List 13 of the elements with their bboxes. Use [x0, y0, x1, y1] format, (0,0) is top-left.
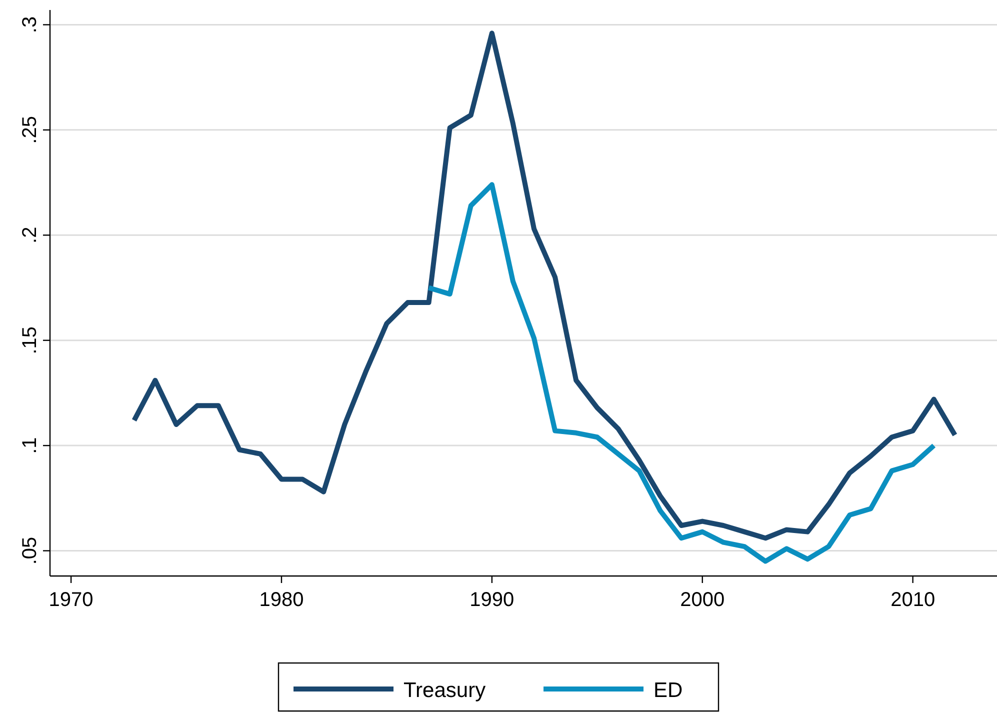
y-tick-label: .1 [19, 437, 41, 454]
y-tick-label: .3 [19, 16, 41, 34]
legend-label: ED [654, 679, 683, 702]
x-tick-label: 2010 [890, 589, 936, 611]
x-tick-label: 1980 [259, 589, 304, 611]
x-tick-label: 1970 [48, 589, 94, 611]
y-tick-label: .05 [19, 536, 41, 565]
x-tick-label: 2000 [680, 589, 725, 611]
y-tick-label: .15 [19, 326, 41, 354]
legend-label: Treasury [404, 679, 486, 702]
x-tick-label: 1990 [470, 589, 514, 611]
y-tick-label: .25 [19, 116, 41, 144]
y-tick-label: .2 [19, 226, 41, 244]
